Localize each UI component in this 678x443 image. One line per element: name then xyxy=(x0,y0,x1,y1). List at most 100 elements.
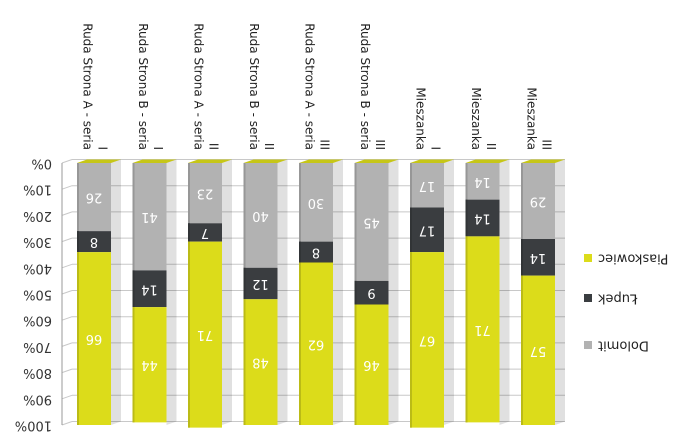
bar-segment-dolomit xyxy=(354,163,389,281)
category-label-line: Mieszanka xyxy=(525,87,539,150)
bar-segment-edge xyxy=(521,275,523,425)
bar-segment-dolomit xyxy=(243,163,278,268)
y-tick-label: 90% xyxy=(23,391,52,406)
bar-segment-łupek xyxy=(465,199,500,237)
bar-segment-łupek xyxy=(354,280,389,305)
bar-segment-piaskowiec xyxy=(465,236,500,423)
bar-side xyxy=(166,159,177,425)
gridline-depth xyxy=(61,263,73,269)
bar-segment-edge xyxy=(410,163,412,208)
bar-segment-edge xyxy=(243,299,246,425)
y-tick-label: 30% xyxy=(23,234,52,249)
bar-segment-edge xyxy=(77,231,79,253)
data-label: 30 xyxy=(308,195,325,210)
category-label: Mieszanka I xyxy=(414,87,443,150)
bar-side xyxy=(111,159,121,425)
gridline-depth xyxy=(61,290,73,295)
category-label-line: II xyxy=(484,143,498,150)
category-label-line: II xyxy=(207,143,221,150)
bar-segment-łupek xyxy=(410,207,444,253)
legend-label: Dolomit xyxy=(598,338,649,353)
bar-segment-dolomit xyxy=(77,163,111,232)
bar-segment-piaskowiec xyxy=(521,275,555,425)
category-label-line: I xyxy=(151,146,165,150)
y-tick-label: 50% xyxy=(23,287,52,302)
bar-segment-edge xyxy=(521,238,523,276)
data-label: 71 xyxy=(197,327,214,342)
data-label: 67 xyxy=(419,332,436,347)
bar-segment-piaskowiec xyxy=(299,262,333,425)
bars: 26 8 66 41 14 44 23 7 71 40 12 48 30 8 62 45 9 46 17 17 67 14… xyxy=(77,159,565,428)
bar-cap xyxy=(354,159,399,163)
gridline-depth xyxy=(61,237,73,243)
legend: Dolomit Łupek Piaskowiec xyxy=(584,251,668,353)
bar-segment-edge xyxy=(188,241,190,428)
data-label: 44 xyxy=(141,357,158,372)
bar-cap xyxy=(188,159,232,163)
gridline-depth xyxy=(61,185,73,190)
bar-segment-edge xyxy=(77,163,79,232)
bar-segment-edge xyxy=(465,163,468,200)
gridline-depth xyxy=(61,211,73,216)
bar-segment-edge xyxy=(354,163,357,281)
bar-cap xyxy=(521,159,565,163)
data-label: 17 xyxy=(419,222,436,237)
y-tick-label: 100% xyxy=(15,418,52,433)
y-tick-label: 0% xyxy=(31,156,52,171)
y-tick-label: 70% xyxy=(23,339,52,354)
data-label: 7 xyxy=(201,225,209,240)
data-label: 29 xyxy=(530,193,547,208)
data-label: 48 xyxy=(252,355,269,370)
y-tick-label: 80% xyxy=(23,365,52,380)
bar-side xyxy=(333,159,343,425)
category-label-line: Mieszanka xyxy=(469,87,483,150)
bar-segment-piaskowiec xyxy=(188,241,222,428)
bar-segment-edge xyxy=(132,307,135,423)
category-label-line: II xyxy=(262,143,276,150)
y-tick-label: 60% xyxy=(23,313,52,328)
category-label: Ruda Strona B - seria III xyxy=(358,23,387,150)
data-label: 41 xyxy=(141,209,158,224)
legend-label: Łupek xyxy=(598,291,639,306)
data-label: 8 xyxy=(90,234,98,249)
bar-side xyxy=(555,159,565,425)
bar-segment-edge xyxy=(188,163,190,224)
gridline-depth xyxy=(61,368,73,374)
data-label: 66 xyxy=(86,331,103,346)
bar-cap xyxy=(465,159,510,163)
data-label: 71 xyxy=(474,322,491,337)
y-tick-label: 20% xyxy=(23,208,52,223)
gridline-depth xyxy=(61,159,73,164)
category-label-line: Ruda Strona A - seria xyxy=(81,23,95,150)
bar-segment-dolomit xyxy=(521,163,555,239)
bar-segment-łupek xyxy=(243,267,278,300)
bar-cap xyxy=(410,159,454,163)
bar-segment-łupek xyxy=(521,238,555,276)
bar-segment-dolomit xyxy=(299,163,333,242)
category-label-line: I xyxy=(429,146,443,150)
bar-segment-łupek xyxy=(77,231,111,253)
legend-swatch-piaskowiec xyxy=(584,254,592,262)
legend-label: Piaskowiec xyxy=(598,251,668,266)
bar-segment-dolomit xyxy=(465,163,500,200)
bar-segment-edge xyxy=(410,207,412,253)
category-label: Mieszanka III xyxy=(525,87,554,150)
bar-segment-edge xyxy=(465,199,468,237)
category-label: Ruda Strona A - seria I xyxy=(81,23,110,150)
bar-segment-edge xyxy=(132,270,135,308)
bar-side xyxy=(277,159,288,425)
bar-segment-edge xyxy=(132,163,135,271)
data-label: 23 xyxy=(197,186,214,201)
category-label-line: Ruda Strona B - seria xyxy=(247,23,261,150)
category-labels: Ruda Strona A - seria I Ruda Strona B - se… xyxy=(81,23,554,150)
data-label: 9 xyxy=(367,285,375,300)
bar-cap xyxy=(299,159,343,163)
bar-segment-dolomit xyxy=(188,163,222,224)
data-label: 12 xyxy=(252,276,269,291)
data-label: 8 xyxy=(312,245,320,260)
bar-side xyxy=(388,159,399,425)
bar-side xyxy=(222,159,232,425)
y-tick-label: 40% xyxy=(23,260,52,275)
category-label: Ruda Strona B - seria II xyxy=(247,23,276,150)
bar-side xyxy=(444,159,454,425)
